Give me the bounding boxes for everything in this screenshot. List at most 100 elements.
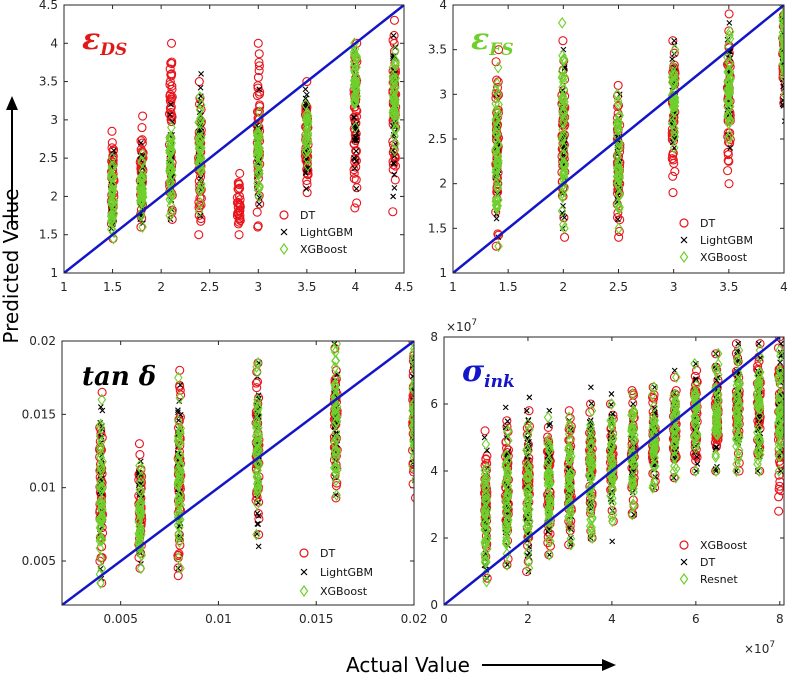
data-point bbox=[522, 430, 532, 443]
data-point bbox=[194, 205, 204, 218]
data-point bbox=[197, 141, 206, 154]
data-point bbox=[503, 425, 513, 438]
data-point bbox=[194, 230, 204, 240]
data-point bbox=[254, 89, 265, 99]
data-point bbox=[251, 378, 261, 388]
data-point bbox=[165, 185, 174, 198]
data-point bbox=[608, 427, 618, 440]
data-point bbox=[780, 89, 784, 99]
data-point bbox=[613, 148, 622, 161]
data-point bbox=[165, 89, 175, 100]
data-point bbox=[733, 453, 743, 466]
data-point bbox=[608, 508, 618, 521]
y-tick-label: 0 bbox=[430, 598, 438, 612]
data-point bbox=[96, 577, 105, 589]
data-point bbox=[107, 168, 116, 181]
data-point bbox=[608, 474, 617, 487]
data-point bbox=[255, 106, 264, 119]
data-point bbox=[175, 412, 185, 422]
data-point bbox=[408, 347, 414, 360]
data-point bbox=[588, 400, 595, 407]
data-point bbox=[96, 475, 106, 488]
data-point bbox=[712, 365, 721, 378]
data-point bbox=[780, 9, 784, 20]
data-point bbox=[727, 145, 734, 151]
data-point bbox=[503, 472, 512, 485]
data-point bbox=[775, 411, 784, 424]
data-point bbox=[780, 13, 784, 24]
data-point bbox=[649, 459, 659, 472]
data-point bbox=[608, 432, 618, 445]
data-point bbox=[587, 535, 594, 541]
y-tick-label: 4.5 bbox=[39, 0, 58, 12]
data-point bbox=[166, 102, 176, 112]
data-point bbox=[543, 411, 553, 424]
data-point bbox=[410, 450, 414, 461]
data-point bbox=[350, 121, 360, 134]
data-point bbox=[523, 541, 533, 551]
data-point bbox=[252, 207, 262, 217]
data-point bbox=[690, 357, 699, 370]
data-point bbox=[779, 70, 784, 83]
data-point bbox=[349, 174, 359, 184]
data-point bbox=[692, 427, 701, 440]
data-point bbox=[254, 459, 264, 471]
data-point bbox=[97, 512, 106, 525]
x-tick-label: 3.5 bbox=[297, 280, 316, 294]
data-point bbox=[176, 562, 185, 575]
data-point bbox=[252, 466, 261, 479]
data-point bbox=[545, 528, 551, 535]
data-point bbox=[255, 132, 264, 145]
y-exponent-label: ×107 bbox=[446, 318, 477, 334]
data-point bbox=[587, 438, 596, 451]
data-point bbox=[733, 407, 742, 420]
data-point bbox=[544, 506, 554, 519]
data-point bbox=[410, 493, 414, 503]
data-point bbox=[606, 414, 615, 427]
data-point bbox=[303, 159, 313, 172]
data-point bbox=[494, 230, 504, 240]
y-tick-label: 1 bbox=[50, 266, 58, 280]
legend-marker bbox=[280, 228, 288, 236]
data-point bbox=[775, 403, 784, 416]
data-point bbox=[774, 370, 783, 383]
data-point bbox=[525, 503, 534, 516]
data-point bbox=[167, 162, 176, 175]
data-point bbox=[669, 465, 679, 478]
data-point bbox=[253, 166, 263, 179]
panel-tan-delta: 0.005 0.01 0.015 0.02 0.005 0.01 0.015 0.02 tan … bbox=[22, 334, 428, 626]
data-point bbox=[503, 521, 513, 534]
data-point bbox=[353, 158, 360, 164]
x-tick-label: 2.5 bbox=[609, 280, 628, 294]
identity-line bbox=[453, 5, 784, 273]
data-point bbox=[560, 222, 569, 235]
data-point bbox=[177, 382, 184, 388]
data-point bbox=[351, 162, 361, 172]
data-point bbox=[649, 400, 659, 413]
data-point bbox=[670, 444, 679, 457]
series-xgboost bbox=[95, 341, 414, 589]
data-point bbox=[409, 442, 414, 455]
data-point bbox=[196, 184, 205, 197]
data-point bbox=[545, 548, 554, 561]
data-point bbox=[780, 85, 784, 94]
x-tick-label: 2 bbox=[524, 612, 532, 626]
data-point bbox=[351, 137, 358, 143]
data-point bbox=[166, 199, 176, 212]
data-point bbox=[137, 458, 144, 465]
data-point bbox=[391, 123, 400, 136]
data-point bbox=[669, 439, 679, 452]
data-point bbox=[96, 459, 105, 472]
data-point bbox=[330, 408, 340, 420]
axes-frame bbox=[63, 4, 405, 274]
data-point bbox=[136, 562, 146, 575]
data-point bbox=[731, 339, 741, 349]
data-point bbox=[254, 183, 263, 196]
data-point bbox=[586, 505, 595, 518]
data-point bbox=[136, 506, 145, 519]
data-point bbox=[735, 431, 744, 444]
data-point bbox=[614, 216, 621, 223]
data-point bbox=[628, 471, 637, 483]
data-point bbox=[409, 355, 414, 367]
data-point bbox=[174, 498, 184, 511]
